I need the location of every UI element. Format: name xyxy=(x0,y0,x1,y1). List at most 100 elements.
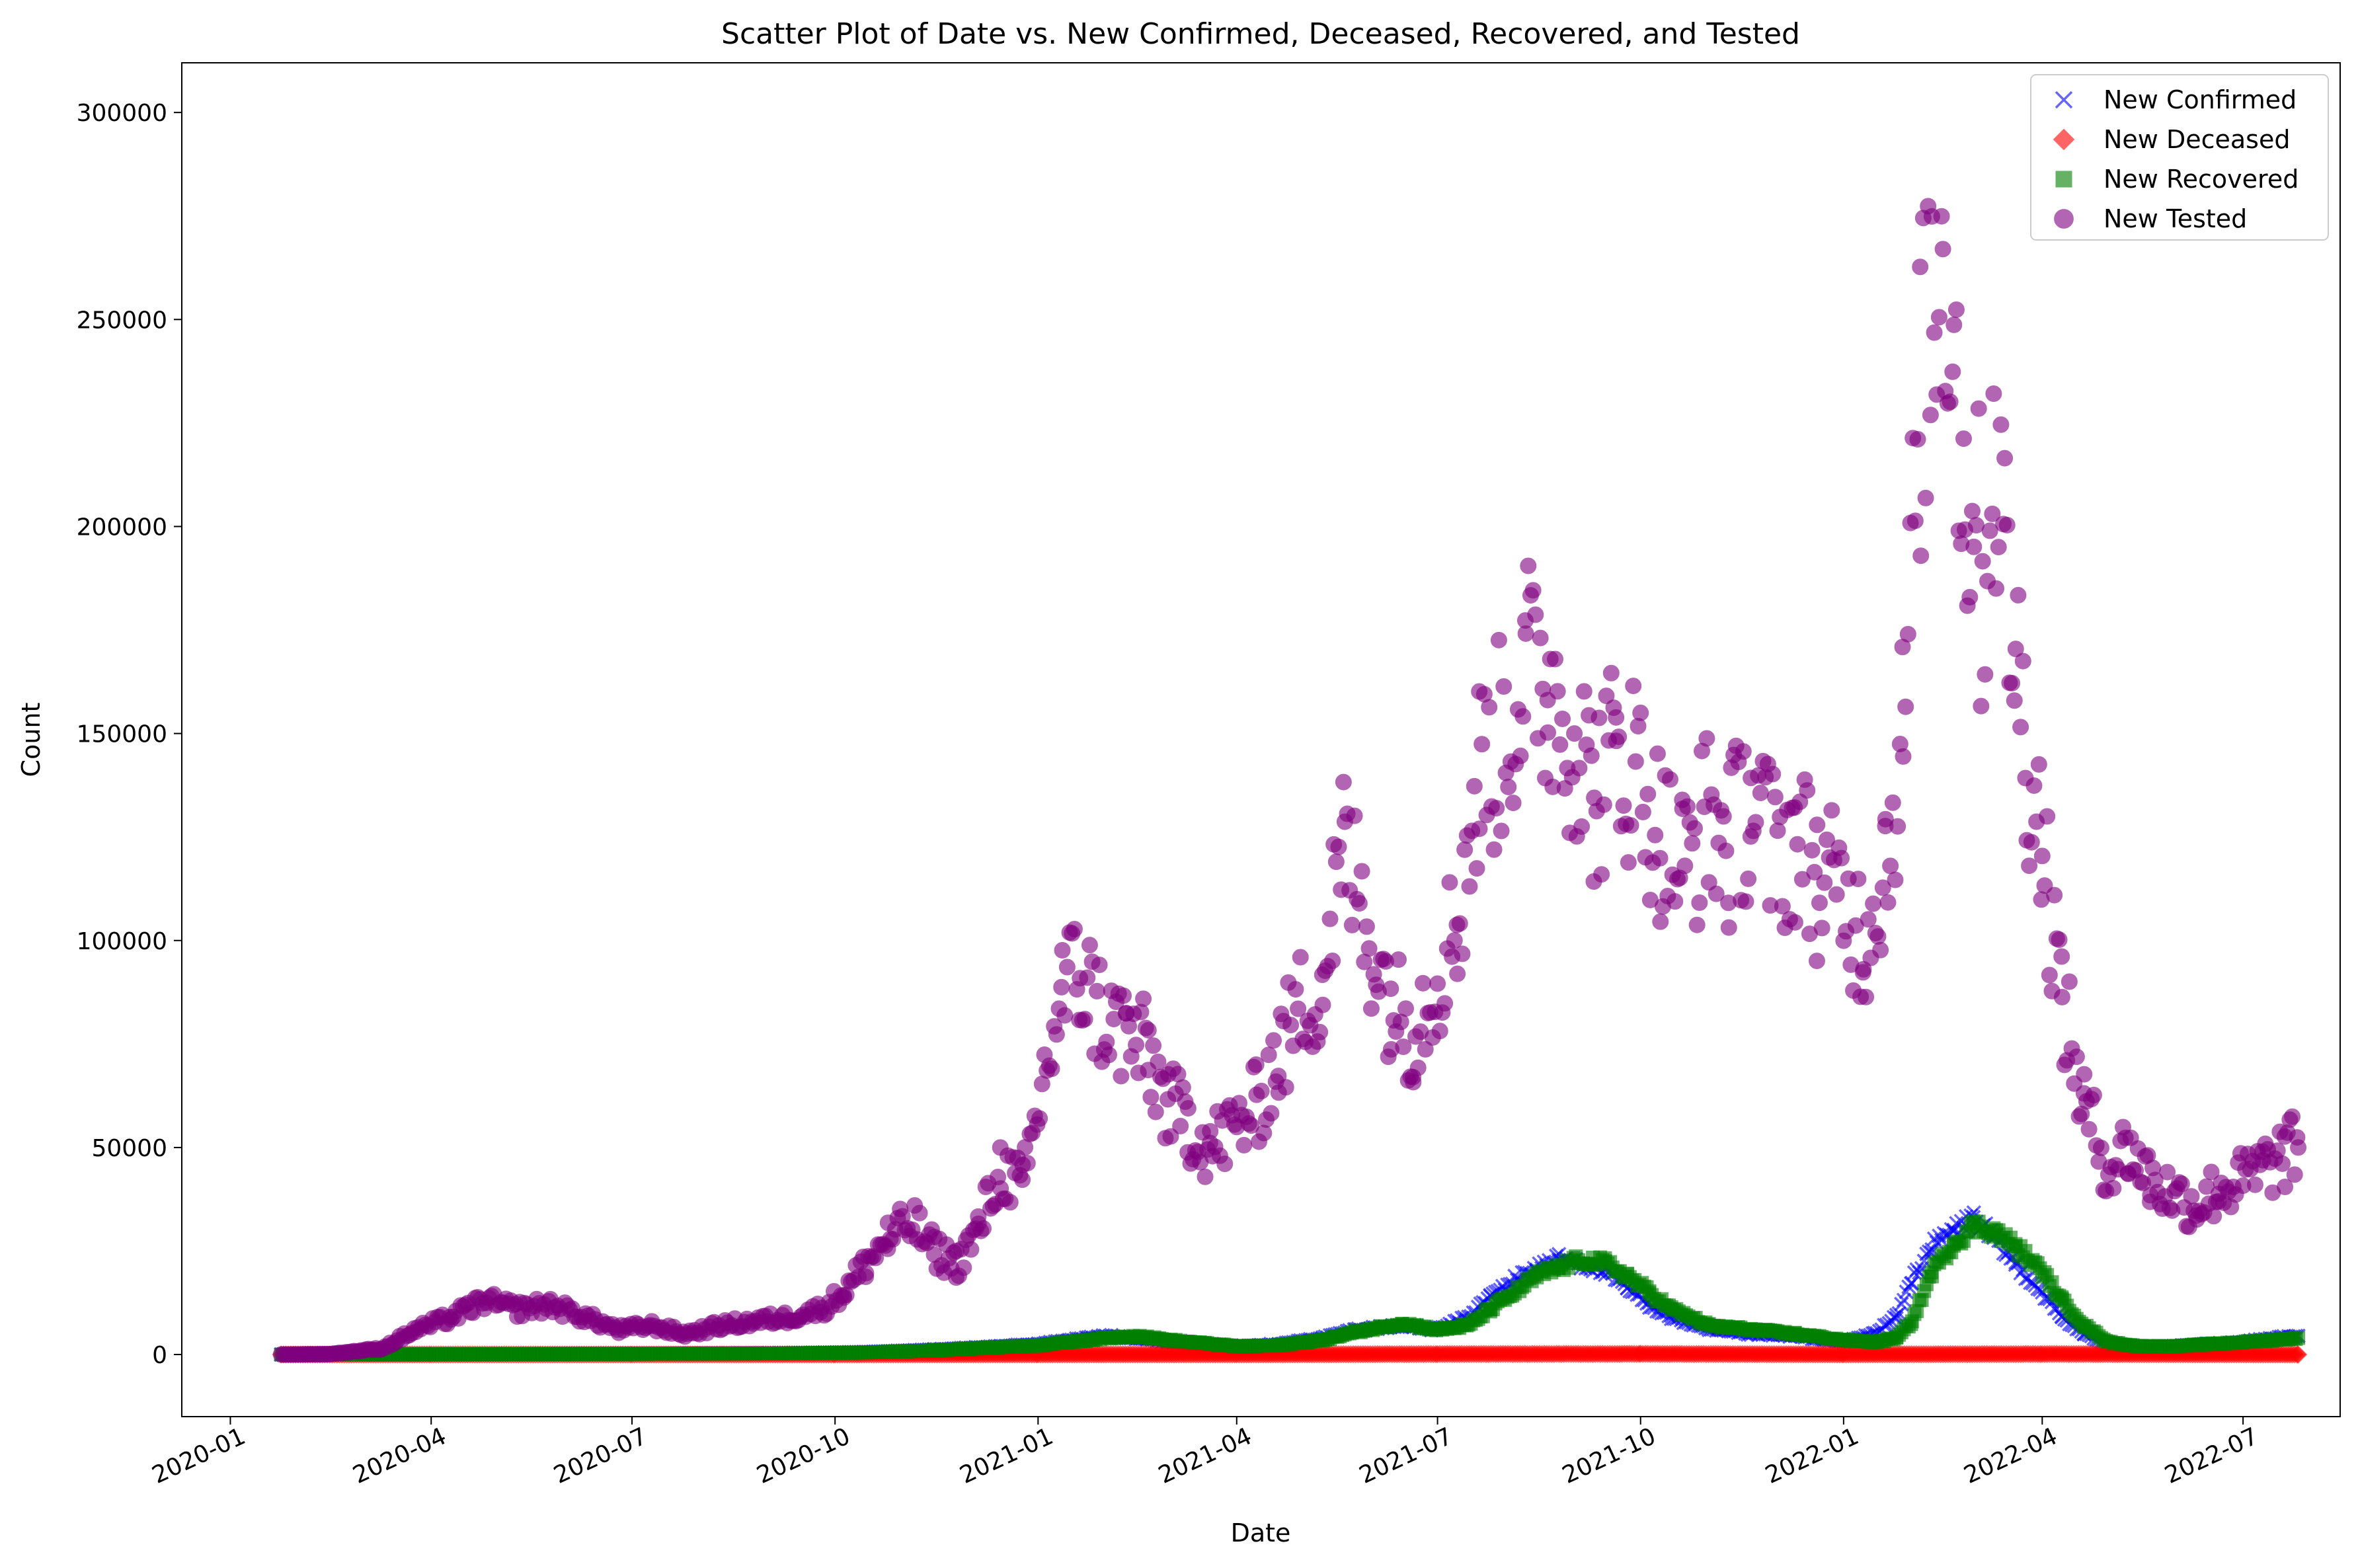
data-point xyxy=(1735,743,1752,760)
data-point xyxy=(1992,416,2010,433)
data-point xyxy=(1488,800,1505,817)
data-point xyxy=(2006,692,2023,709)
data-point xyxy=(2041,966,2058,984)
data-point xyxy=(955,1259,972,1276)
data-point xyxy=(1197,1168,1214,1185)
data-point xyxy=(1520,557,1537,574)
data-point xyxy=(1789,836,1806,853)
data-point xyxy=(2286,1166,2303,1183)
data-point xyxy=(2053,988,2070,1005)
data-point xyxy=(1879,894,1897,911)
x-tick-label: 2020-07 xyxy=(550,1423,652,1489)
data-point xyxy=(1877,1317,1892,1333)
data-point xyxy=(1803,842,1821,859)
data-point xyxy=(1627,753,1644,770)
data-point xyxy=(1764,765,1782,783)
data-point xyxy=(1150,1053,1167,1070)
data-point xyxy=(1441,874,1458,891)
data-point xyxy=(2085,1087,2102,1104)
data-point xyxy=(2183,1188,2200,1205)
x-tick-label: 2021-01 xyxy=(956,1423,1058,1489)
data-point xyxy=(1909,431,1926,448)
data-point xyxy=(1737,893,1754,910)
data-point xyxy=(1043,1060,1060,1078)
data-point xyxy=(2105,1180,2122,1197)
data-point xyxy=(1912,547,1930,565)
data-point xyxy=(2205,1208,2222,1225)
x-tick-label: 2020-10 xyxy=(753,1423,855,1489)
legend-label: New Deceased xyxy=(2103,125,2290,154)
data-point xyxy=(2076,1066,2093,1083)
data-point xyxy=(1505,795,1522,812)
data-point xyxy=(2030,756,2047,773)
data-point xyxy=(1752,784,1769,801)
data-point xyxy=(1451,915,1468,932)
data-point xyxy=(1625,678,1642,695)
data-point xyxy=(1769,822,1786,840)
data-point xyxy=(1115,987,1132,1004)
x-tick-label: 2021-04 xyxy=(1154,1423,1256,1489)
data-point xyxy=(2274,1155,2291,1172)
data-point xyxy=(1945,316,1963,333)
data-point xyxy=(1216,1156,1234,1173)
data-point xyxy=(1944,363,1961,380)
data-point xyxy=(963,1241,980,1258)
data-point xyxy=(1056,1007,1074,1024)
data-point xyxy=(1747,814,1764,831)
data-point xyxy=(1610,728,1628,746)
data-point xyxy=(1647,826,1664,843)
data-point xyxy=(2023,834,2040,851)
data-point xyxy=(1632,704,1649,721)
data-point xyxy=(1552,736,1569,753)
data-point xyxy=(1468,860,1485,877)
data-point xyxy=(1961,588,1979,606)
data-point xyxy=(1889,818,1906,835)
data-point xyxy=(1140,1021,1157,1039)
data-point xyxy=(1573,818,1591,835)
data-point xyxy=(1882,857,1899,875)
data-point xyxy=(2246,1176,2263,1193)
data-point xyxy=(1799,782,1816,799)
data-point xyxy=(1474,736,1491,753)
data-point xyxy=(1924,1269,1939,1284)
data-point xyxy=(1466,777,1483,795)
data-point xyxy=(1809,816,1826,834)
data-point xyxy=(1532,629,1549,647)
data-point xyxy=(1079,969,1096,986)
data-point xyxy=(1088,982,1105,1000)
data-point xyxy=(1926,324,1943,341)
data-point xyxy=(1860,911,1877,928)
data-point xyxy=(1512,747,1529,764)
data-point xyxy=(1906,512,1924,529)
data-point xyxy=(2080,1120,2098,1138)
data-point xyxy=(1397,1000,1415,1017)
data-point xyxy=(1324,952,1341,969)
data-point xyxy=(1135,990,1152,1007)
data-point xyxy=(1236,1136,1253,1154)
data-point xyxy=(1053,978,1070,996)
data-point xyxy=(1897,698,1914,715)
data-point xyxy=(1740,870,1757,887)
data-point xyxy=(1362,1000,1380,1017)
data-point xyxy=(1786,914,1803,931)
data-point xyxy=(1524,582,1542,599)
data-point xyxy=(2092,1140,2109,1157)
x-tick-label: 2022-04 xyxy=(1960,1423,2062,1489)
series-new-recovered xyxy=(274,1214,2306,1362)
y-axis-title: Count xyxy=(17,703,46,777)
data-point xyxy=(1575,683,1592,700)
data-point xyxy=(2025,777,2043,794)
data-point xyxy=(1382,980,1399,998)
data-point xyxy=(1495,678,1513,695)
data-point xyxy=(1858,988,1875,1005)
data-point xyxy=(1887,871,1904,888)
data-point xyxy=(1896,1292,1912,1308)
data-point xyxy=(1346,807,1363,824)
data-point xyxy=(2068,1048,2085,1066)
data-point xyxy=(1602,664,1620,682)
data-point xyxy=(1343,916,1360,933)
data-point xyxy=(2039,808,2056,825)
data-point xyxy=(1456,841,1474,858)
data-point xyxy=(2061,973,2078,990)
data-point xyxy=(1869,928,1887,945)
